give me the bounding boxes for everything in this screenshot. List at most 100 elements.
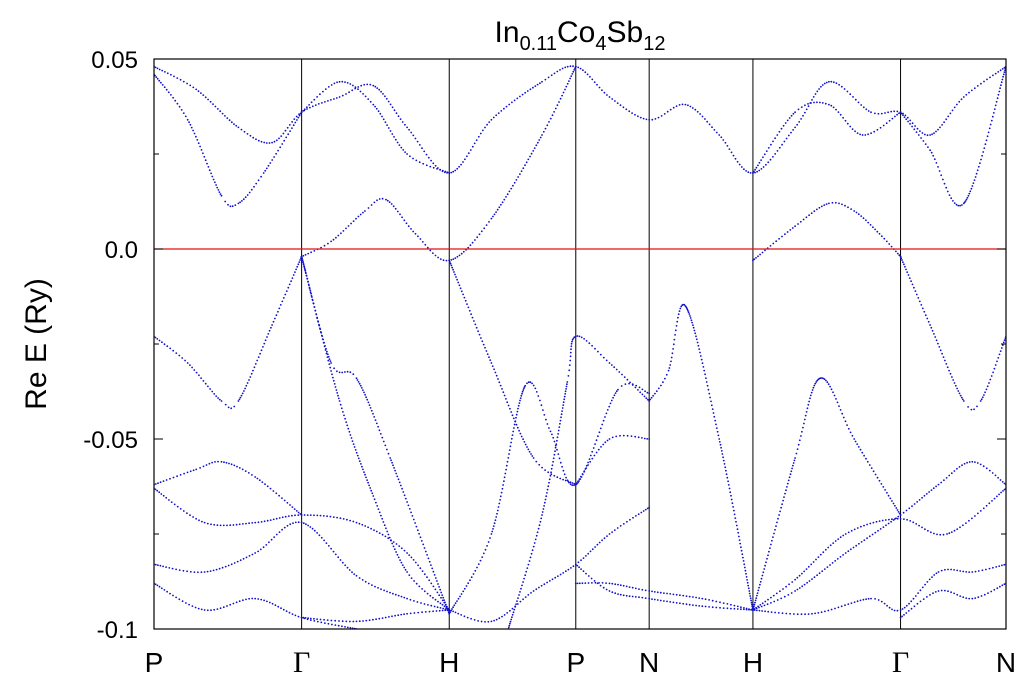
band-point: [599, 584, 602, 587]
band-point: [417, 235, 419, 238]
band-point: [644, 508, 647, 511]
band-point: [979, 162, 981, 165]
band-point: [558, 426, 561, 428]
band-point: [178, 569, 181, 571]
band-point: [641, 393, 644, 396]
band-point: [982, 465, 985, 468]
band-point: [352, 520, 355, 523]
band-point: [852, 546, 855, 549]
band-point: [639, 391, 642, 394]
band-point: [473, 142, 476, 145]
band-point: [303, 266, 306, 268]
band-point: [392, 205, 395, 208]
band-point: [619, 584, 622, 587]
band-point: [234, 204, 237, 207]
band-point: [483, 227, 486, 230]
band-point: [968, 192, 971, 195]
band-point: [879, 126, 882, 129]
band-point: [896, 113, 898, 116]
band-point: [424, 611, 427, 613]
band-point: [587, 552, 590, 555]
band-point: [927, 320, 930, 323]
band-point: [811, 99, 813, 101]
band-point: [399, 213, 401, 216]
band-point: [346, 370, 349, 373]
band-point: [538, 463, 541, 466]
band-point: [704, 118, 706, 120]
band-point: [311, 105, 314, 108]
band-point: [492, 116, 495, 119]
band-point: [561, 94, 563, 97]
band-point: [219, 524, 222, 527]
band-point: [891, 500, 893, 502]
band-point: [968, 571, 971, 573]
band-point: [352, 620, 355, 623]
y-axis-ticks: 0.050.0-0.05-0.1: [83, 47, 1006, 644]
band-point: [495, 374, 498, 377]
band-point: [708, 606, 710, 608]
band-series: [448, 259, 577, 486]
band-point: [214, 461, 216, 463]
band-point: [537, 527, 540, 530]
band-point: [288, 611, 291, 614]
band-point: [963, 201, 966, 204]
band-point: [736, 528, 739, 531]
band-point: [900, 257, 903, 260]
band-point: [307, 617, 309, 620]
band-point: [487, 541, 490, 543]
band-point: [237, 126, 240, 129]
band-point: [693, 329, 696, 332]
band-point: [436, 591, 439, 594]
band-point: [689, 315, 691, 317]
band-point: [517, 597, 519, 599]
band-point: [919, 130, 921, 133]
band-point: [736, 608, 739, 610]
band-point: [704, 598, 707, 601]
band-point: [549, 474, 552, 477]
band-point: [931, 329, 934, 332]
band-point: [349, 519, 351, 522]
band-point: [165, 479, 168, 481]
band-series: [154, 582, 358, 629]
band-point: [800, 118, 802, 120]
band-point: [932, 592, 934, 595]
band-point: [823, 204, 826, 207]
band-point: [713, 129, 716, 131]
band-point: [899, 609, 902, 611]
band-point: [838, 202, 840, 205]
band-point: [305, 523, 307, 526]
band-point: [935, 162, 938, 164]
band-point: [564, 479, 567, 482]
band-point: [383, 589, 385, 592]
band-point: [649, 398, 652, 401]
band-point: [506, 193, 509, 196]
band-point: [562, 401, 565, 404]
band-point: [541, 134, 543, 136]
band-point: [761, 251, 764, 254]
band-point: [797, 443, 800, 446]
band-point: [941, 352, 943, 355]
band-point: [951, 109, 954, 112]
band-point: [192, 469, 195, 472]
band-point: [453, 604, 456, 607]
band-point: [496, 509, 499, 512]
band-point: [574, 67, 576, 69]
band-point: [474, 323, 477, 326]
band-point: [230, 563, 233, 566]
band-point: [369, 407, 372, 409]
band-point: [310, 101, 313, 104]
band-point: [756, 594, 758, 597]
band-point: [414, 522, 416, 524]
band-point: [740, 549, 743, 552]
band-point: [609, 402, 612, 405]
band-point: [837, 606, 840, 609]
band-point: [791, 581, 794, 583]
band-point: [603, 91, 606, 94]
band-point: [570, 342, 573, 345]
band-point: [999, 69, 1002, 72]
band-point: [776, 134, 779, 136]
band-point: [564, 390, 567, 393]
band-point: [698, 348, 701, 350]
band-point: [901, 608, 904, 610]
band-point: [543, 414, 546, 416]
